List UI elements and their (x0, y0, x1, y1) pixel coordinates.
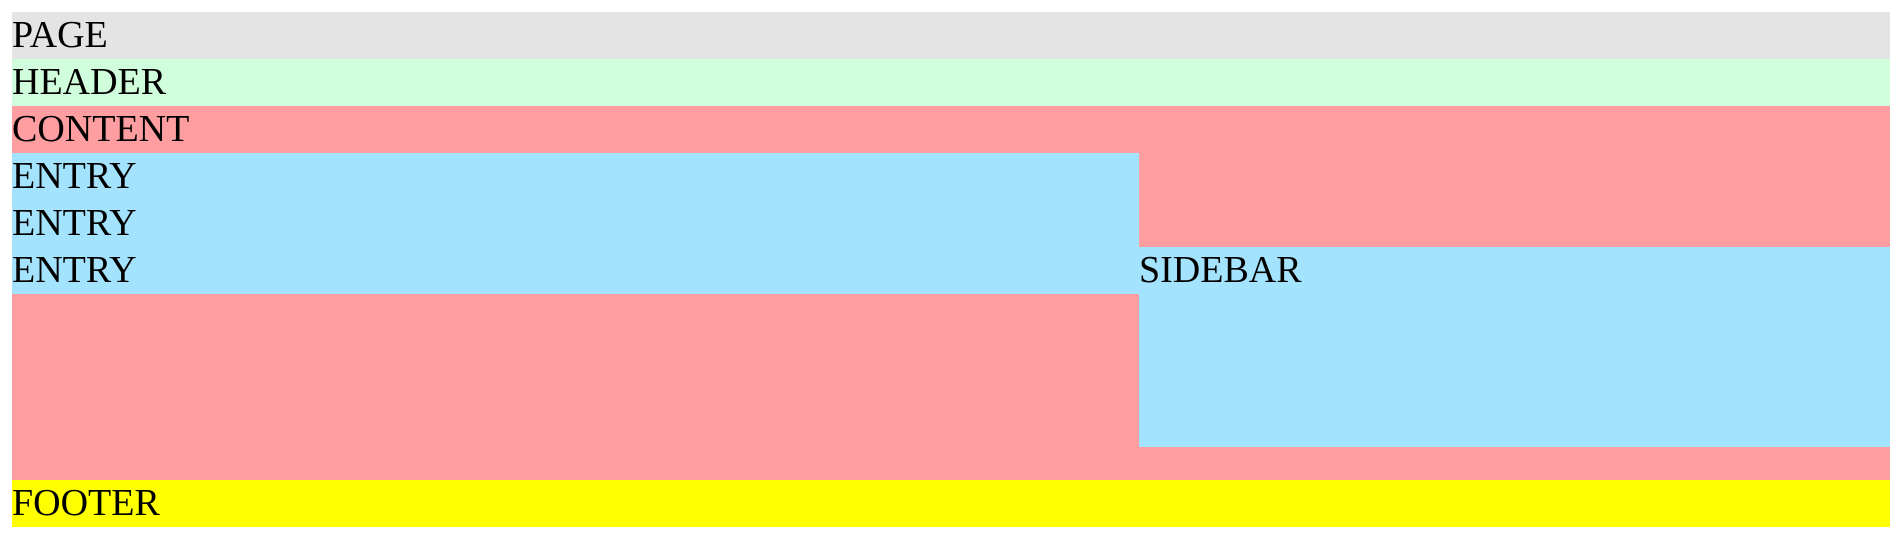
entry-block: ENTRY (12, 153, 1139, 200)
entry-block: ENTRY (12, 200, 1139, 247)
sidebar-block: SIDEBAR (1139, 247, 1890, 447)
entry-list: ENTRY ENTRY ENTRY (12, 153, 1139, 294)
entry-block: ENTRY (12, 247, 1139, 294)
page-label: PAGE (12, 14, 108, 56)
header-block: HEADER (12, 59, 1890, 106)
content-label: CONTENT (12, 108, 190, 150)
content-block: CONTENT ENTRY ENTRY ENTRY SIDEBAR (12, 106, 1890, 480)
footer-label: FOOTER (12, 482, 160, 524)
entry-label: ENTRY (12, 202, 137, 244)
sidebar-label: SIDEBAR (1139, 249, 1302, 291)
page-block: PAGE HEADER CONTENT ENTRY ENTRY ENTRY SI… (12, 12, 1890, 527)
entry-label: ENTRY (12, 249, 137, 291)
entry-label: ENTRY (12, 155, 137, 197)
footer-block: FOOTER (12, 480, 1890, 527)
header-label: HEADER (12, 61, 167, 103)
